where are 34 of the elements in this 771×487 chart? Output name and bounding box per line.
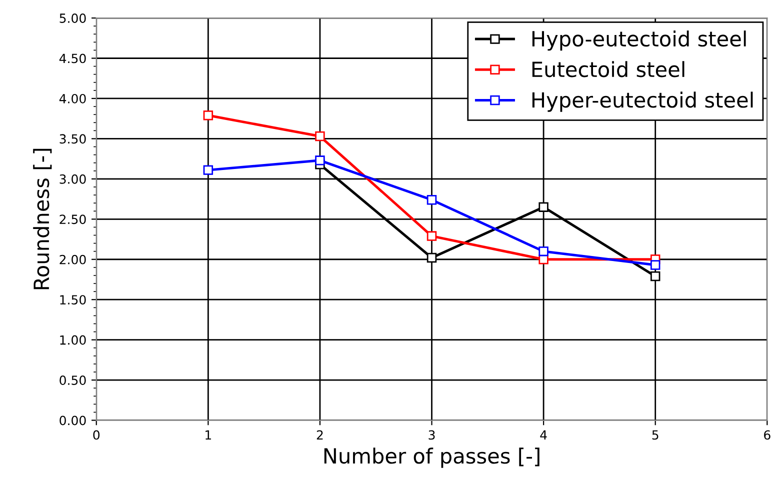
point: [650, 260, 660, 270]
point: [538, 246, 548, 256]
y-tick-label: 1.50: [60, 295, 86, 305]
point: [426, 194, 437, 205]
x-tick-label: 6: [764, 430, 770, 440]
legend-label: Hypo-eutectoid steel: [532, 30, 746, 51]
y-tick-label: 3.00: [60, 174, 86, 184]
y-tick-label: 0.00: [60, 416, 86, 426]
y-tick-label: 0.50: [60, 376, 86, 385]
y-tick-label: 2.00: [60, 254, 86, 264]
point: [203, 110, 214, 120]
point: [426, 231, 437, 241]
x-tick-label: 1: [206, 430, 211, 440]
y-tick-label: 5.00: [60, 13, 86, 23]
point: [650, 271, 660, 282]
y-tick-label: 1.00: [60, 335, 86, 345]
x-axis-title: Number of passes [-]: [324, 448, 540, 468]
x-tick-label: 3: [428, 430, 435, 440]
point: [315, 131, 325, 142]
point: [426, 252, 437, 263]
legend-label: Eutectoid steel: [532, 61, 684, 78]
y-axis-title: Roundness [-]: [33, 148, 52, 290]
x-tick-label: 5: [652, 430, 658, 440]
x-tick-label: 4: [540, 430, 547, 440]
y-tick-label: 4.00: [59, 94, 86, 104]
point: [538, 202, 548, 212]
point: [203, 165, 214, 175]
legend-label: Hyper-eutectoid steel: [532, 92, 753, 112]
y-tick-label: 3.50: [60, 134, 86, 144]
point: [315, 156, 325, 166]
x-tick-label: 0: [93, 430, 100, 440]
y-tick-label: 4.50: [59, 54, 86, 64]
x-tick-label: 2: [316, 430, 323, 440]
y-tick-label: 2.50: [60, 214, 86, 224]
